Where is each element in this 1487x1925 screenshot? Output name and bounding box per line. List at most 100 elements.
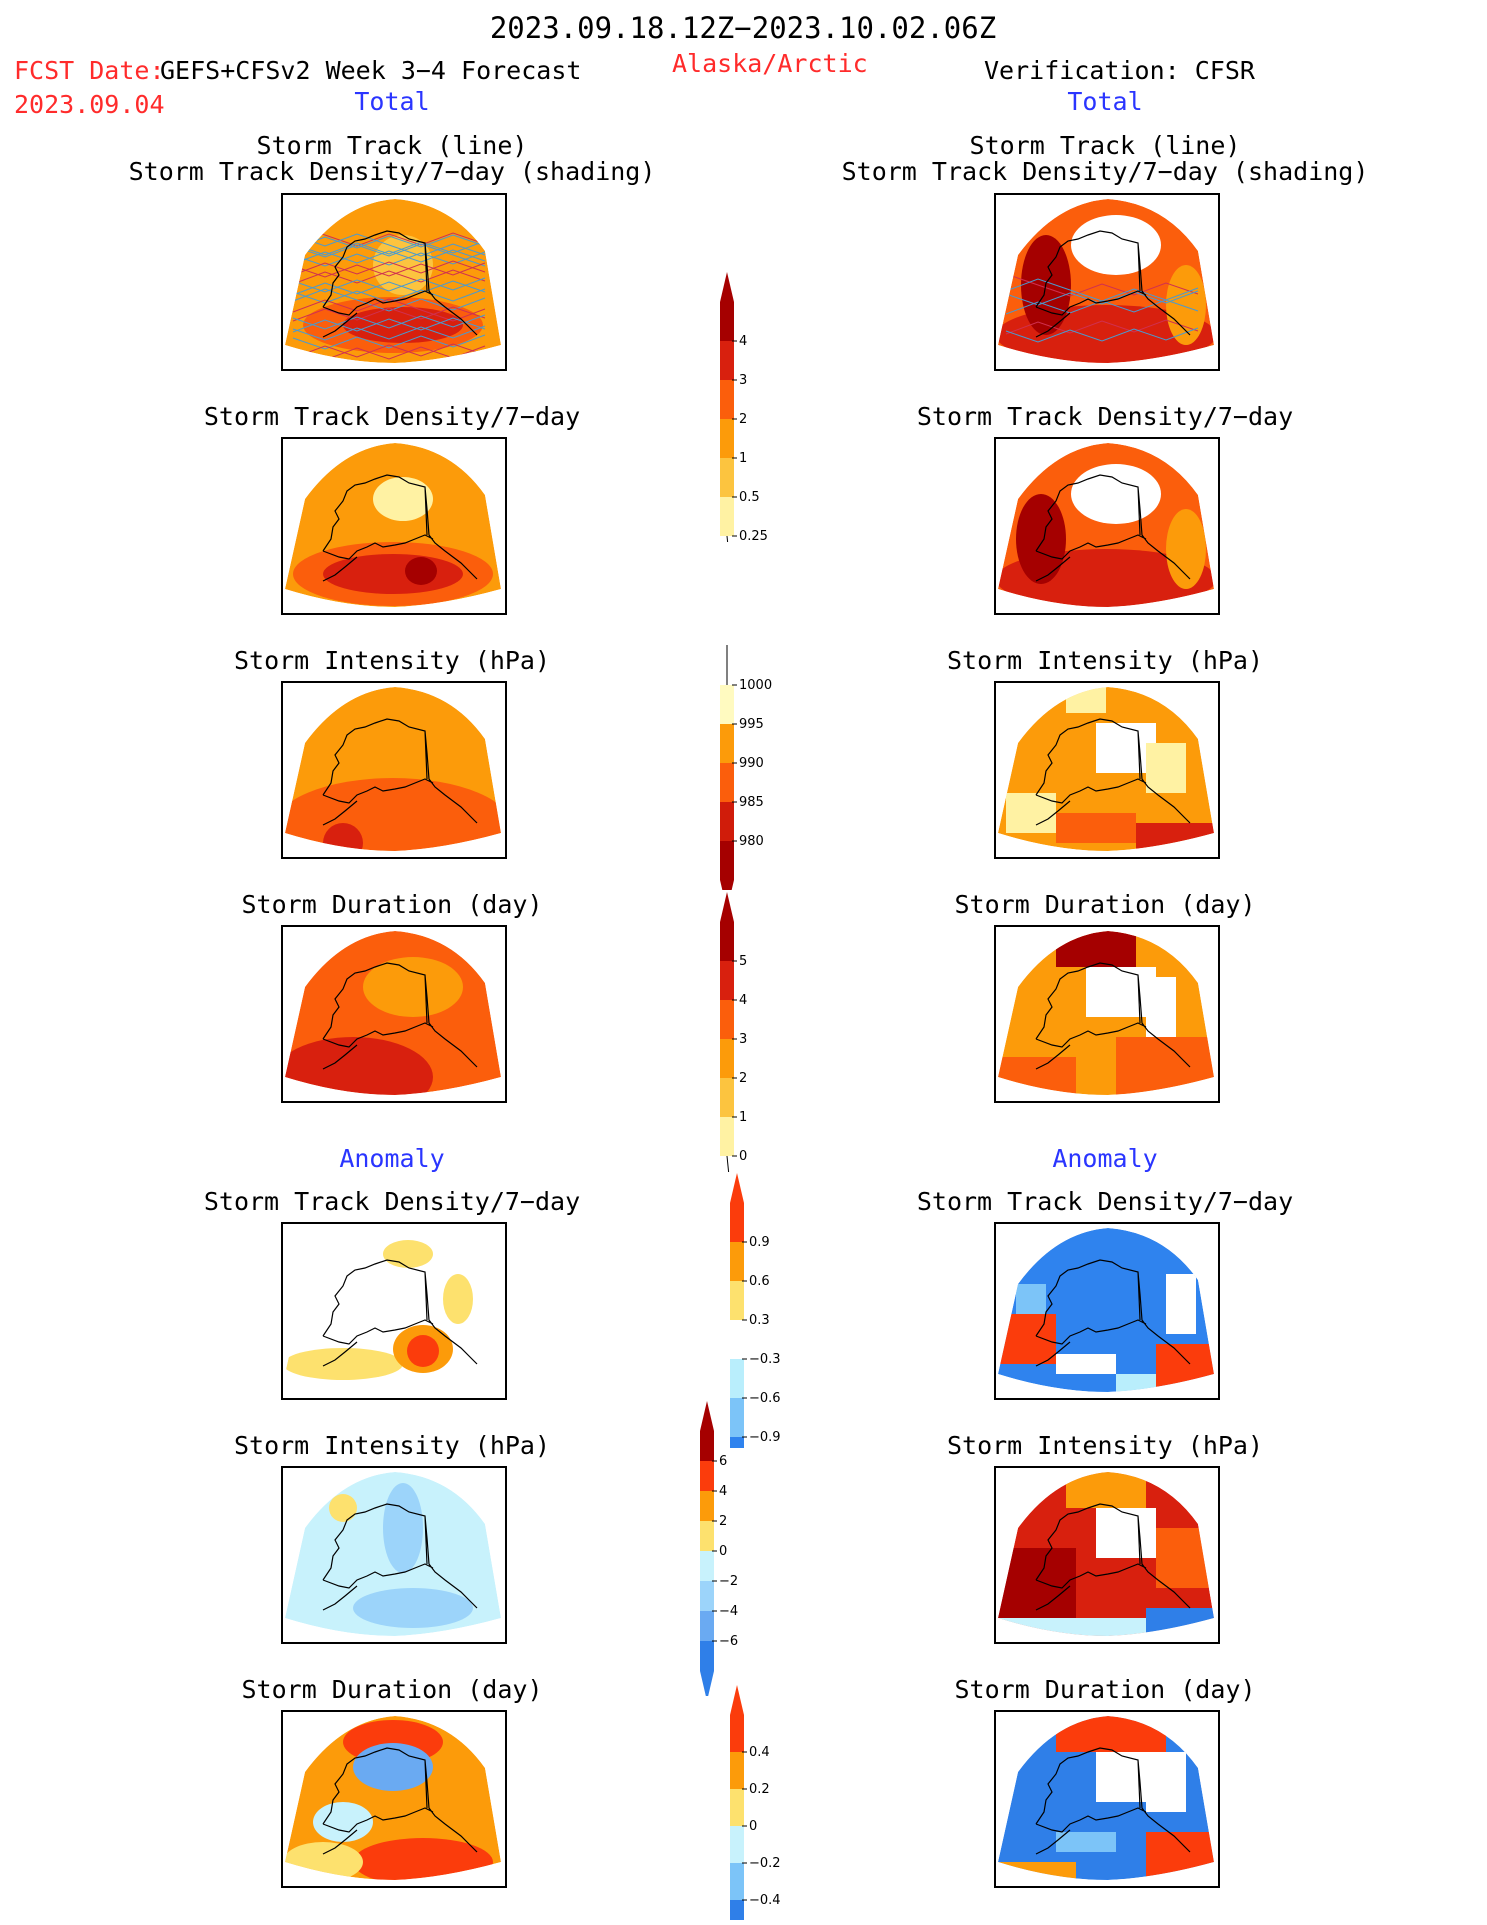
- colorbar-tick-label: 0: [749, 1819, 757, 1834]
- coastline: [1035, 1747, 1191, 1855]
- section-total-right: Total: [1067, 87, 1143, 116]
- title-anom-duration-left: Storm Duration (day): [241, 1675, 543, 1704]
- coastline: [1035, 230, 1191, 338]
- title-intensity-right: Storm Intensity (hPa): [946, 646, 1264, 675]
- colorbar-segment: [730, 1789, 744, 1826]
- map-field-shade: [1166, 1274, 1196, 1334]
- colorbar-intensity: 1000 995 990 985 980: [720, 645, 772, 890]
- colorbar-tick-label: 2: [739, 1071, 747, 1086]
- map-field-shade: [313, 1802, 373, 1842]
- storm-track-line: [292, 249, 486, 265]
- colorbar-tick-label: 3: [739, 373, 747, 388]
- coastline: [322, 1503, 478, 1611]
- title-duration-left: Storm Duration (day): [241, 890, 543, 919]
- colorbar-tick-label: 0.5: [739, 490, 760, 505]
- storm-track-line: [292, 223, 486, 247]
- colorbar-tick-label: 2: [719, 1514, 727, 1529]
- colorbar-segment: [700, 1581, 714, 1611]
- colorbar-segment: [730, 1359, 744, 1398]
- colorbar-arrow-top: [720, 272, 734, 302]
- coastline: [1035, 718, 1191, 826]
- colorbar-segment: [720, 724, 734, 763]
- map-outside-mask: [996, 927, 1218, 1101]
- colorbar-segment: [730, 1900, 744, 1920]
- storm-track-line: [292, 317, 486, 333]
- colorbar-segment: [720, 1117, 734, 1156]
- colorbar-tick-label: −0.9: [749, 1430, 781, 1445]
- colorbar-segment: [720, 802, 734, 841]
- map-outside-mask: [996, 439, 1218, 613]
- colorbar-segment: [700, 1431, 714, 1461]
- storm-track-line: [292, 298, 486, 322]
- title-track-left-1: Storm Track (line): [256, 131, 528, 160]
- title-intensity-left: Storm Intensity (hPa): [233, 646, 551, 675]
- colorbar-segment: [720, 497, 734, 536]
- title-anom-intensity-right: Storm Intensity (hPa): [946, 1431, 1264, 1460]
- coastline: [1035, 474, 1191, 582]
- storm-track-line: [292, 280, 486, 296]
- storm-track-line: [292, 288, 486, 312]
- region-label: Alaska/Arctic: [672, 49, 868, 78]
- colorbar-tick-label: 5: [739, 954, 747, 969]
- colorbar-tick-label: 1: [739, 1110, 747, 1125]
- map-field-shade: [353, 1743, 433, 1791]
- map-outside-mask: [996, 1468, 1218, 1642]
- colorbar-duration: 5 4 3 2 1 0: [720, 892, 747, 1172]
- colorbar-tick-label: 4: [719, 1484, 727, 1499]
- colorbar-tick-label: 0.9: [749, 1235, 770, 1250]
- storm-track-line: [292, 343, 486, 359]
- map-field-shade: [383, 1240, 433, 1268]
- colorbar-arrow-bottom: [700, 1671, 714, 1696]
- map-field-shade: [285, 778, 501, 851]
- colorbar-segment: [720, 763, 734, 802]
- storm-track-line: [292, 334, 486, 350]
- map-field-shade: [285, 1348, 403, 1380]
- colorbar-segment: [700, 1551, 714, 1581]
- verification-label: Verification: CFSR: [984, 56, 1255, 85]
- title-track-right-2: Storm Track Density/7−day (shading): [841, 157, 1369, 186]
- coastline: [322, 1259, 478, 1367]
- colorbar-segment: [720, 458, 734, 497]
- map-field-shade: [373, 477, 433, 521]
- map-field-shade: [1146, 743, 1186, 793]
- coastline: [322, 962, 478, 1070]
- colorbar-segment: [700, 1641, 714, 1671]
- fcst-date-label: FCST Date:: [14, 56, 165, 85]
- map-field-shade: [363, 957, 463, 1017]
- map-outside-mask: [996, 1712, 1218, 1886]
- map-anom-intensity-verification: [994, 1466, 1220, 1644]
- map-outside-mask: [996, 1224, 1218, 1398]
- colorbar-segment: [730, 1203, 744, 1242]
- title-track-left-2: Storm Track Density/7−day (shading): [128, 157, 656, 186]
- map-anom-density-forecast: [281, 1222, 507, 1400]
- colorbar-segment: [730, 1715, 744, 1752]
- coastline: [322, 230, 478, 338]
- map-outside-mask: [996, 683, 1218, 857]
- map-field-shade: [998, 1548, 1076, 1618]
- colorbar-segment: [700, 1611, 714, 1641]
- colorbar-segment: [720, 922, 734, 961]
- map-field-shade: [323, 823, 363, 851]
- storm-track-line: [292, 314, 486, 330]
- map-field-shade: [383, 1483, 423, 1573]
- section-anomaly-left: Anomaly: [339, 1144, 445, 1173]
- map-field-shade: [1016, 1284, 1046, 1314]
- colorbar-arrow-top: [730, 1685, 744, 1715]
- map-outside-mask: [283, 683, 505, 857]
- colorbar-segment: [720, 1078, 734, 1117]
- coastline: [1035, 1503, 1191, 1611]
- map-outside-mask: [996, 195, 1218, 369]
- map-field-shade: [1166, 509, 1206, 589]
- colorbar-anom-density: 0.9 0.6 0.3 −0.3 −0.6 −0.9: [730, 1173, 781, 1448]
- colorbar-tick-label: −0.6: [749, 1391, 781, 1406]
- colorbar-arrow-top: [720, 892, 734, 922]
- map-field-shade: [1056, 1832, 1116, 1852]
- colorbar-tick-label: −4: [719, 1604, 738, 1619]
- colorbar-segment: [730, 1826, 744, 1863]
- map-outside-mask: [283, 195, 505, 369]
- colorbar-tick-label: 0: [719, 1544, 727, 1559]
- colorbar-segment: [720, 419, 734, 458]
- map-outside-mask: [283, 1224, 505, 1398]
- map-field-shade: [329, 1494, 357, 1522]
- title-density-left: Storm Track Density/7−day: [203, 402, 581, 431]
